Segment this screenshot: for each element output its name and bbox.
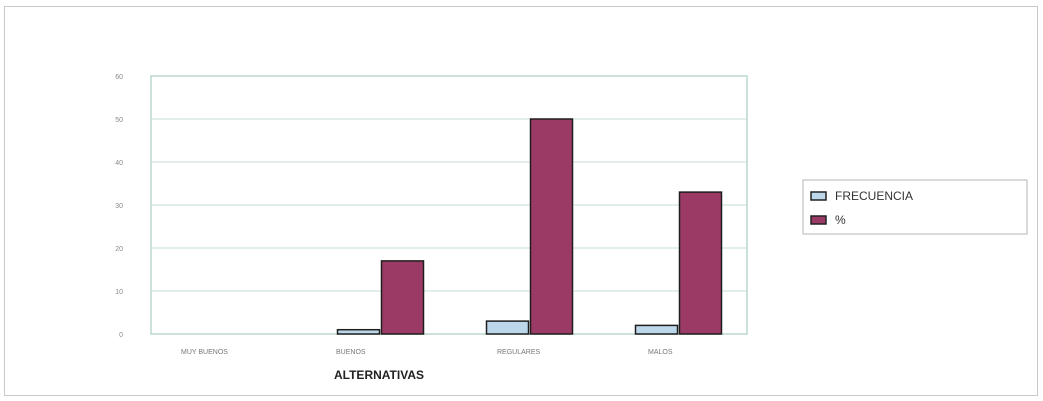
bars bbox=[336, 118, 723, 335]
chart-frame: 0 10 20 30 40 50 60 MUY BUENOS BUENOS REGULARES M… bbox=[4, 6, 1038, 396]
y-tick-label: 60 bbox=[115, 74, 123, 81]
y-axis-ticks: 0 10 20 30 40 50 60 bbox=[115, 74, 123, 339]
bar-percent bbox=[529, 118, 574, 335]
gridlines bbox=[151, 118, 747, 292]
y-tick-label: 20 bbox=[115, 246, 123, 253]
x-tick-label: MALOS bbox=[648, 349, 673, 356]
x-tick-label: REGULARES bbox=[497, 349, 541, 356]
bar-percent bbox=[380, 260, 425, 335]
x-axis-title: ALTERNATIVAS bbox=[334, 368, 424, 382]
x-tick-label: MUY BUENOS bbox=[181, 349, 228, 356]
bar-frecuencia bbox=[485, 320, 530, 335]
legend-label-percent: % bbox=[835, 213, 846, 227]
legend-swatch-frecuencia bbox=[810, 191, 827, 201]
legend-swatch-percent bbox=[810, 215, 827, 225]
bar-frecuencia bbox=[336, 328, 381, 335]
x-tick-label: BUENOS bbox=[336, 349, 366, 356]
y-tick-label: 30 bbox=[115, 203, 123, 210]
y-tick-label: 10 bbox=[115, 289, 123, 296]
legend-label-frecuencia: FRECUENCIA bbox=[835, 189, 913, 203]
legend-box bbox=[802, 179, 1028, 235]
bar-percent bbox=[678, 191, 723, 335]
bar-frecuencia bbox=[634, 324, 679, 335]
x-axis-categories: MUY BUENOS BUENOS REGULARES MALOS bbox=[181, 349, 673, 356]
y-tick-label: 50 bbox=[115, 117, 123, 124]
y-tick-label: 40 bbox=[115, 160, 123, 167]
legend: FRECUENCIA % bbox=[802, 179, 1028, 235]
y-tick-label: 0 bbox=[119, 332, 123, 339]
